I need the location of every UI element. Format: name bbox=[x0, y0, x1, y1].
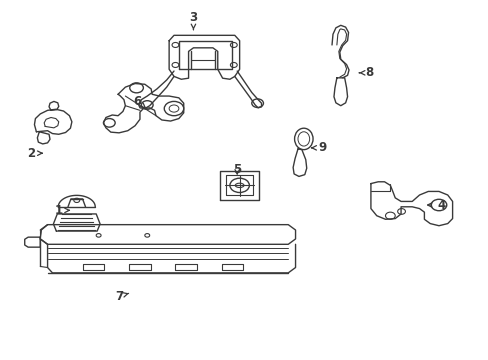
Text: 3: 3 bbox=[189, 11, 197, 30]
Text: 2: 2 bbox=[27, 147, 42, 160]
Text: 6: 6 bbox=[133, 95, 145, 108]
Text: 4: 4 bbox=[427, 198, 445, 212]
Text: 7: 7 bbox=[115, 289, 128, 303]
Text: 5: 5 bbox=[233, 163, 241, 176]
Text: 9: 9 bbox=[311, 141, 326, 154]
Text: 1: 1 bbox=[55, 204, 69, 217]
Text: 8: 8 bbox=[359, 66, 372, 79]
